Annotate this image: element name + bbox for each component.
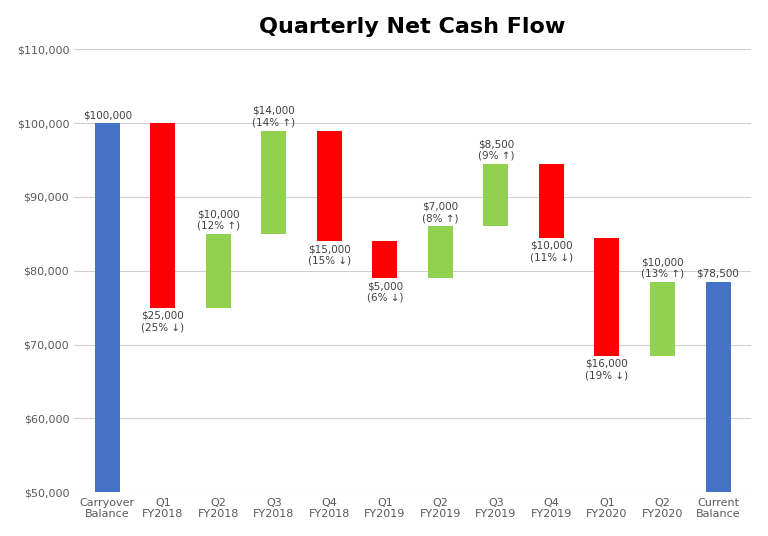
Bar xyxy=(317,131,342,241)
Text: $16,000
(19% ↓): $16,000 (19% ↓) xyxy=(585,359,628,380)
Bar xyxy=(94,123,120,492)
Title: Quarterly Net Cash Flow: Quarterly Net Cash Flow xyxy=(260,17,566,36)
Bar xyxy=(372,241,397,278)
Text: $10,000
(11% ↓): $10,000 (11% ↓) xyxy=(530,241,573,262)
Bar xyxy=(594,237,620,355)
Text: $25,000
(25% ↓): $25,000 (25% ↓) xyxy=(141,310,184,332)
Text: $14,000
(14% ↑): $14,000 (14% ↑) xyxy=(253,106,296,128)
Bar xyxy=(650,282,675,355)
Text: $8,500
(9% ↑): $8,500 (9% ↑) xyxy=(478,139,515,161)
Bar xyxy=(206,234,231,308)
Bar xyxy=(151,123,175,308)
Text: $10,000
(12% ↑): $10,000 (12% ↑) xyxy=(197,209,240,231)
Text: $7,000
(8% ↑): $7,000 (8% ↑) xyxy=(422,202,458,224)
Bar xyxy=(706,282,730,492)
Bar xyxy=(428,227,453,278)
Text: $10,000
(13% ↑): $10,000 (13% ↑) xyxy=(641,257,684,279)
Bar xyxy=(484,163,508,227)
Bar xyxy=(261,131,286,234)
Bar xyxy=(539,163,564,237)
Text: $5,000
(6% ↓): $5,000 (6% ↓) xyxy=(366,281,403,303)
Text: $78,500: $78,500 xyxy=(697,269,740,279)
Text: $15,000
(15% ↓): $15,000 (15% ↓) xyxy=(308,244,351,266)
Text: $100,000: $100,000 xyxy=(83,110,132,120)
